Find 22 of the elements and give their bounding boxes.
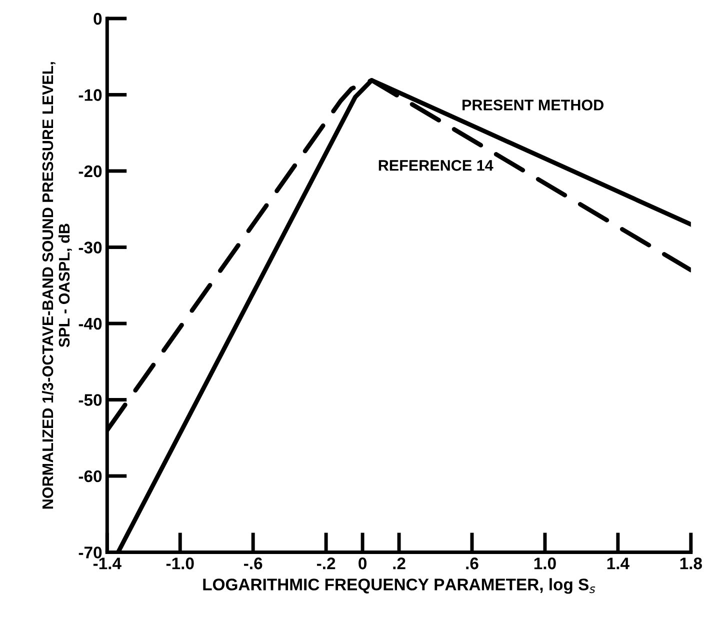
y-tick-label: -60 [78, 470, 102, 482]
x-tick-label: 1.8 [680, 558, 702, 570]
x-tick-label: -1.0 [166, 558, 194, 570]
x-axis-title: LOGARITHMIC FREQUENCY PARAMETER, log S$_{s}$ [203, 578, 596, 594]
y-tick-label: -10 [78, 89, 102, 101]
x-tick-label: .2 [393, 558, 406, 570]
x-tick-label: 1.4 [607, 558, 630, 570]
y-axis-title: NORMALIZED 1/3-OCTAVE-BAND SOUND PRESSURE LEVEL, SPL - OASPL, dB [42, 62, 72, 509]
x-tick-label: -.6 [244, 558, 262, 570]
x-tick-label: -1.4 [93, 558, 122, 570]
x-tick-label: -.2 [316, 558, 336, 570]
y-tick-label: 0 [94, 12, 102, 25]
y-tick-label: -50 [78, 394, 102, 406]
x-tick-label: .6 [466, 558, 478, 570]
y-tick-label: -70 [78, 546, 102, 558]
y-tick-label: -40 [78, 318, 102, 330]
y-tick-label: -20 [78, 165, 102, 178]
x-tick-label: 1.0 [534, 558, 556, 570]
y-tick-label: -30 [78, 242, 102, 254]
x-tick-label: 0 [358, 558, 366, 570]
series-label: REFERENCE 14 [378, 160, 494, 171]
series-label: PRESENT METHOD [462, 100, 604, 110]
